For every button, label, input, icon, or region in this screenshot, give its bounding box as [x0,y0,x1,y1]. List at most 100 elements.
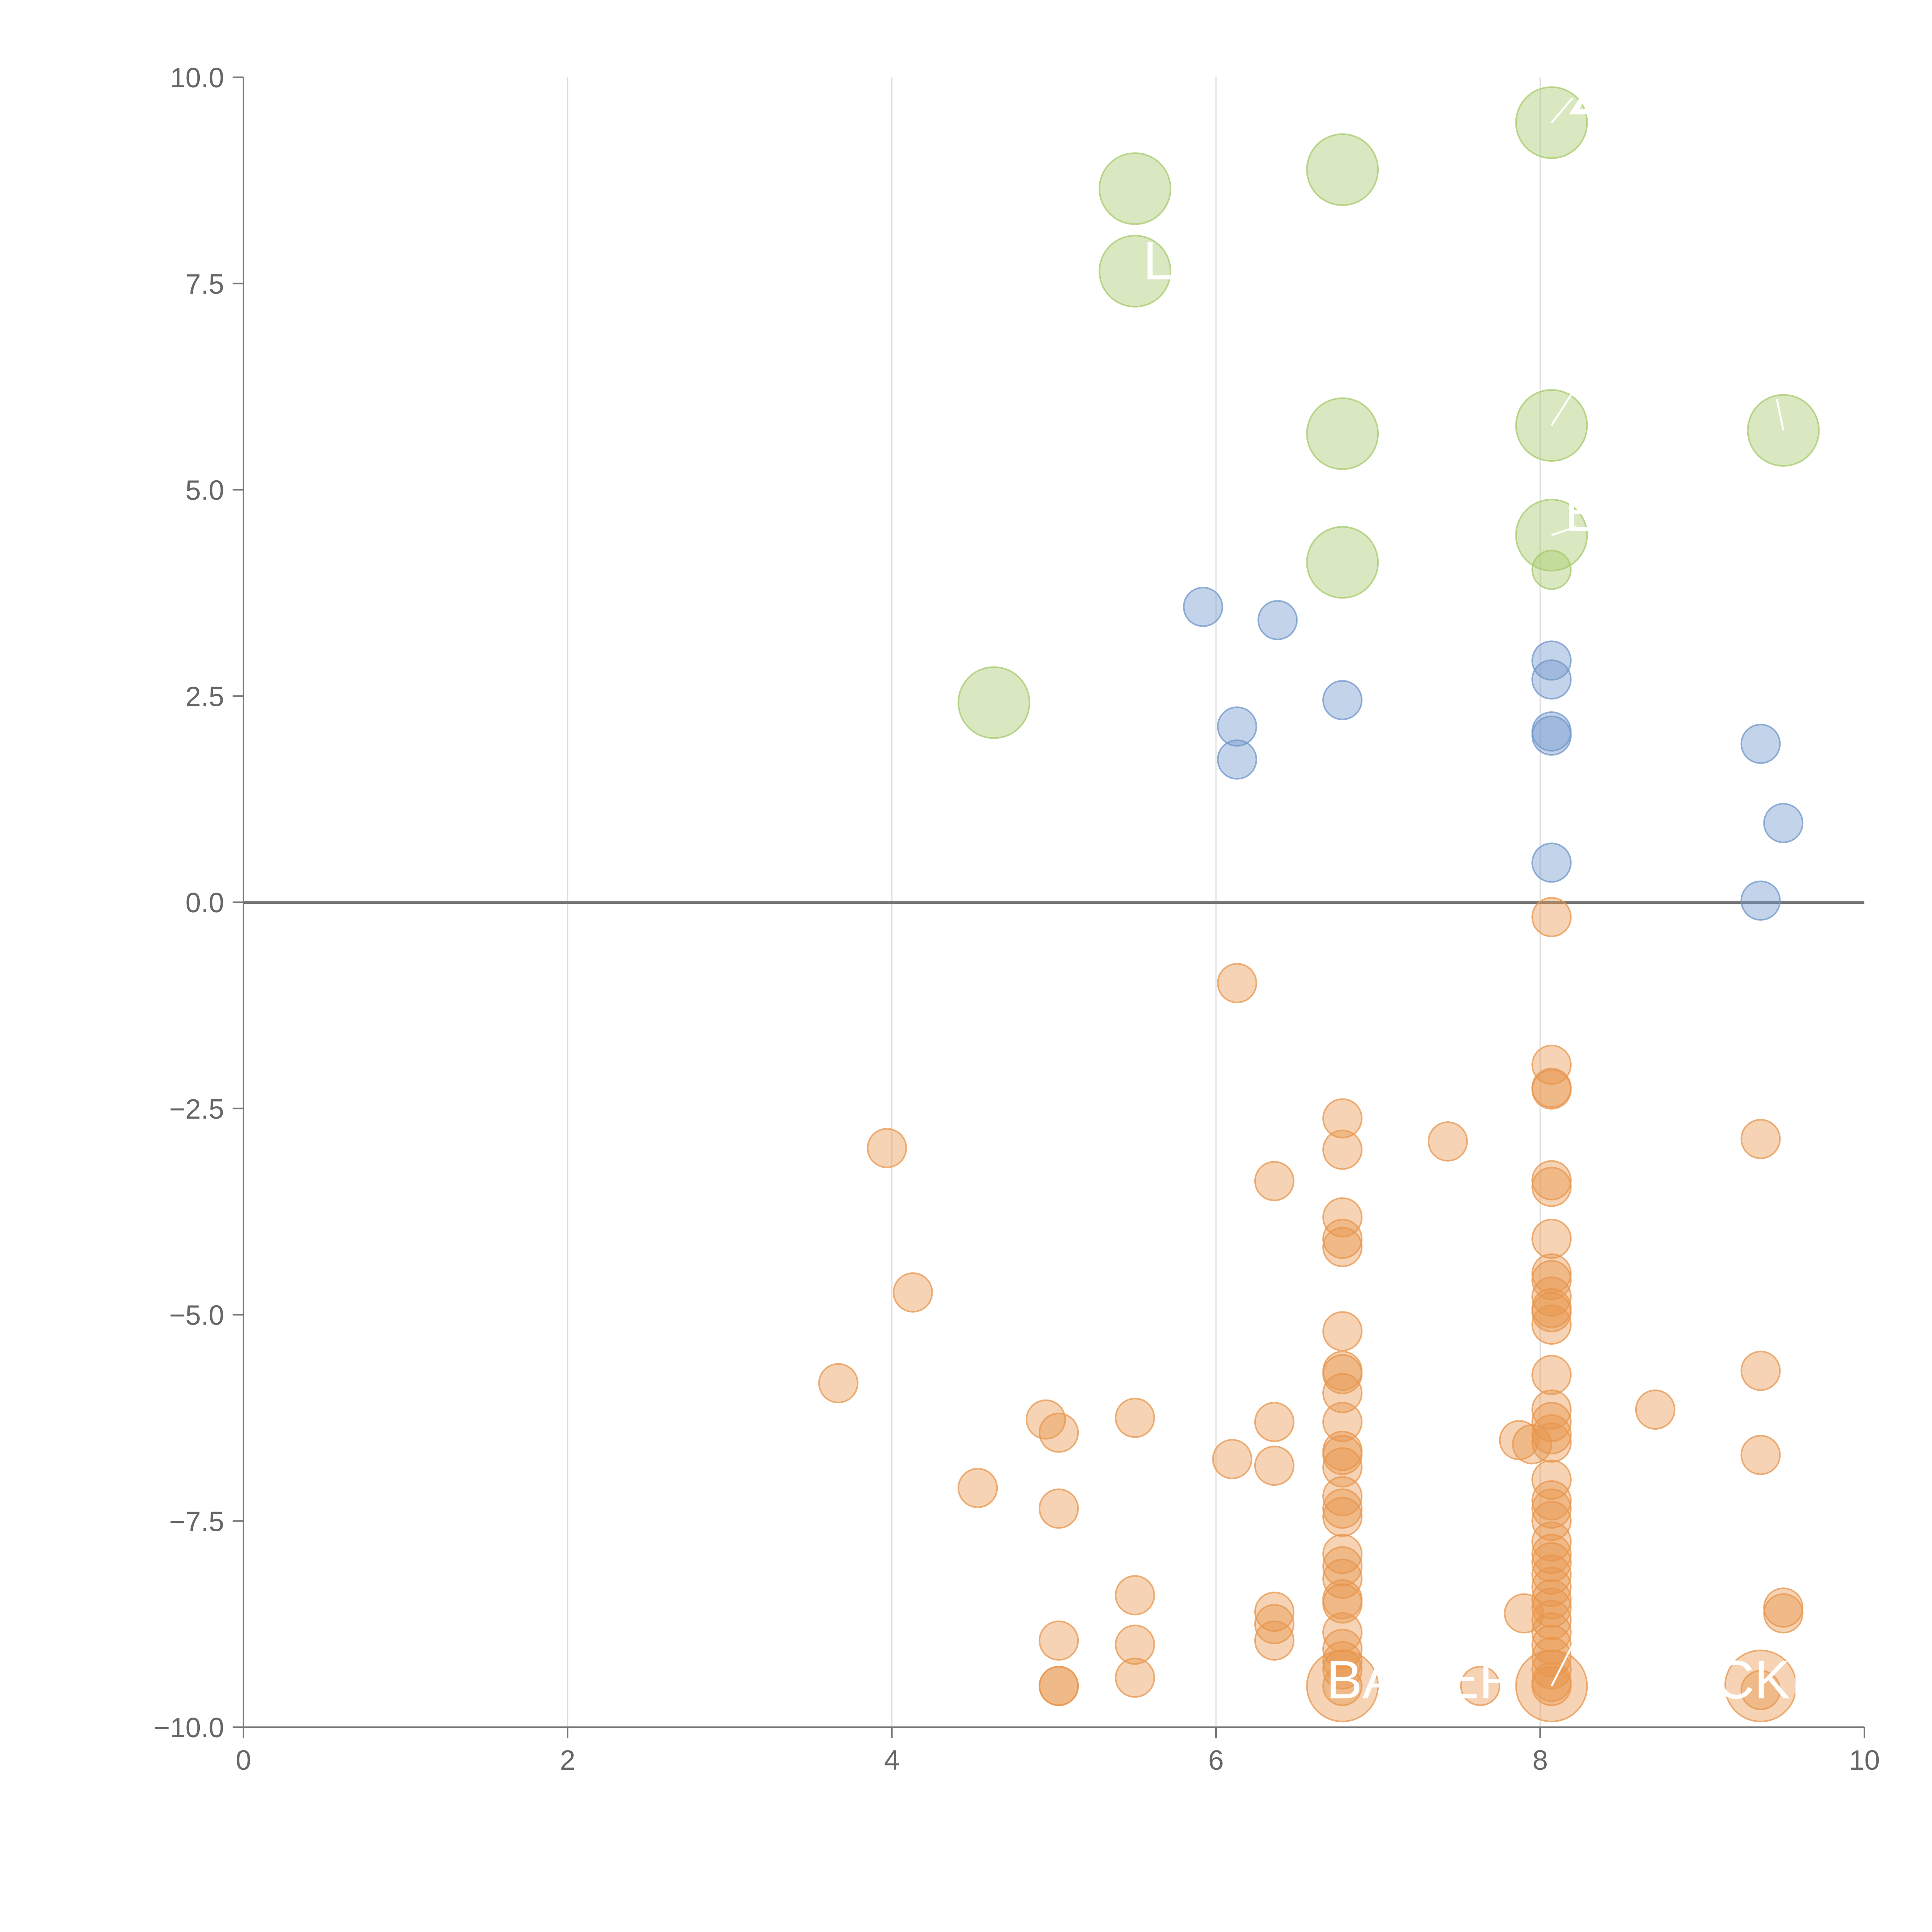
data-point-low [1212,1439,1252,1480]
data-point-low [1740,1119,1781,1159]
y-tick-label: 7.5 [185,269,224,300]
data-point-mid [1763,803,1804,844]
data-point-low [1254,1446,1295,1486]
data-point-mid [1531,842,1572,883]
data-point-low [1115,1398,1155,1438]
annotation-label: CKI [1715,1649,1805,1710]
data-point-low [867,1128,907,1168]
data-point-low [1217,963,1257,1003]
data-point-high [1306,133,1379,206]
data-point-low [1427,1121,1468,1162]
data-point-high [957,666,1031,739]
data-point-low [1460,1666,1500,1706]
data-point-low [1322,1612,1363,1653]
y-tick-label: 2.5 [185,681,224,712]
data-point-low [1115,1575,1155,1616]
data-point-low [1531,1567,1572,1607]
x-tick-label: 4 [884,1745,900,1776]
data-point-low [1531,1587,1572,1628]
data-point-low [1740,1435,1781,1475]
data-point-mid [1740,724,1781,764]
x-tick-label: 10 [1849,1745,1880,1776]
data-point-low [1531,1534,1572,1574]
data-point-low [1322,1098,1363,1139]
data-point-low [1322,1447,1363,1488]
data-point-low [1322,1219,1363,1259]
y-tick-label: −10.0 [154,1713,224,1743]
data-point-high [1306,397,1379,470]
data-point-low [1531,1414,1572,1455]
data-point-low [1531,1488,1572,1529]
data-point-low [1254,1592,1295,1632]
x-tick-label: 2 [560,1745,575,1776]
data-point-mid [1217,739,1257,780]
data-point-low [1531,1480,1572,1520]
data-point-low [1763,1593,1804,1634]
data-point-low [1322,1435,1363,1475]
data-point-mid [1322,680,1363,720]
data-point-low [1531,1260,1572,1300]
data-point-mid [1740,880,1781,921]
data-point-low [893,1272,933,1313]
annotations: L BA ER CKI ∠ E [1143,65,1805,1710]
data-point-low-large [1306,1650,1379,1723]
data-point-low [1531,1219,1572,1259]
data-point-low [1115,1624,1155,1665]
x-tick-label: 6 [1208,1745,1224,1776]
data-point-low [1531,1292,1572,1333]
leader-line [1551,1644,1574,1687]
data-point-low [1740,1670,1781,1710]
data-point-low [1039,1620,1079,1661]
data-point-low [1531,1600,1572,1640]
data-point-low [1322,1197,1363,1238]
data-point-mid [1531,715,1572,756]
data-point-mid [1531,659,1572,700]
data-point-high [1306,526,1379,599]
data-point-low [1531,1579,1572,1620]
data-point-low [1322,1546,1363,1587]
data-point-low [1322,1488,1363,1529]
leader-lines [1551,97,1784,1687]
y-tick-label: −2.5 [169,1094,224,1125]
data-point-low [1531,1554,1572,1595]
data-point-low [1322,1583,1363,1624]
data-point-low [1322,1227,1363,1267]
data-point-low [1039,1666,1079,1706]
data-point-low [957,1468,998,1508]
data-point-low [1531,1612,1572,1653]
leader-line [1776,399,1784,431]
annotation-label: BA [1326,1649,1398,1710]
y-tick-label: 0.0 [185,888,224,918]
data-point-low [818,1363,859,1403]
data-point-mid [1183,587,1223,627]
data-point-low [1531,897,1572,937]
data-point-low [1531,1501,1572,1541]
data-point-high [1099,152,1172,225]
data-point-low [1254,1620,1295,1661]
data-point-low [1322,1402,1363,1442]
data-point-low [1531,1624,1572,1665]
data-point-low [1322,1558,1363,1599]
data-points [818,86,1820,1723]
data-point-mid [1257,600,1298,640]
data-point-low [1039,1488,1079,1529]
leader-line [1551,526,1577,536]
data-point-low [1322,1311,1363,1352]
data-point-low [1635,1389,1675,1430]
annotation-label: ∠ [1565,65,1613,126]
data-point-low [1531,1389,1572,1430]
data-point-low [1039,1412,1079,1453]
axes: 0 2 4 6 8 10 10.0 7.5 5.0 2.5 0.0 −2.5 −5.0 −7.5 −10.0 [154,63,1880,1776]
data-point-low [1115,1657,1155,1698]
data-point-high-small [1531,549,1572,590]
data-point-low [1531,1069,1572,1110]
data-point-high [1099,235,1172,308]
data-point-low [1254,1161,1295,1201]
data-point-low [1531,1355,1572,1395]
annotation-label: E [1565,482,1600,543]
data-point-low [1512,1424,1553,1464]
data-point-low [1322,1129,1363,1170]
data-point-low [1531,1167,1572,1207]
annotation-label: L [1143,230,1173,291]
y-tick-label: −5.0 [169,1300,224,1331]
